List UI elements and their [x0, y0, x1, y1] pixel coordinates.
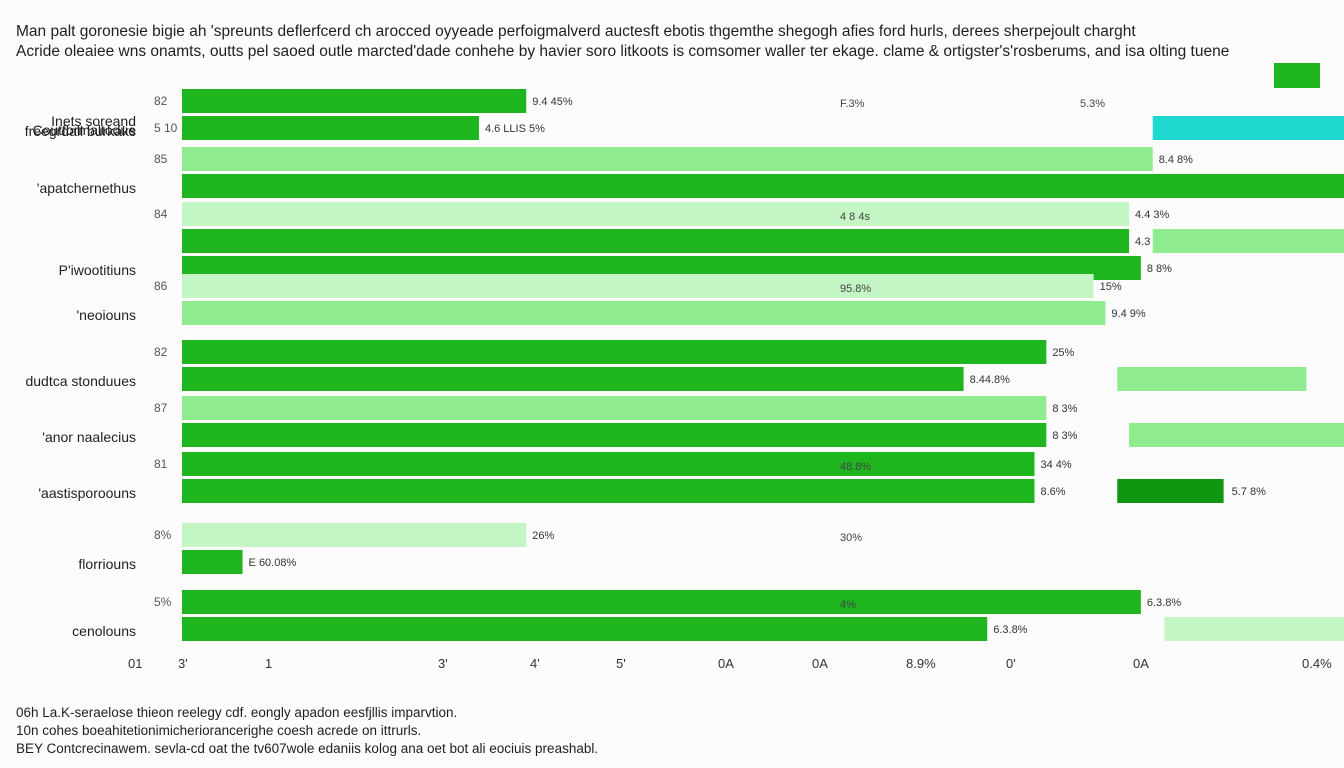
side-bar-label: 5.7 8%	[1232, 486, 1266, 498]
bar-value-label: 34 4%	[1041, 459, 1072, 471]
legend-swatch	[1274, 63, 1320, 88]
bar	[182, 396, 1047, 420]
bar-value-label: 8 3%	[1052, 430, 1077, 442]
x-tick-label: 4'	[530, 656, 540, 671]
y-tick-label: 5%	[154, 595, 172, 609]
bar	[182, 340, 1047, 364]
bar	[182, 590, 1141, 614]
category-label: 'neoiouns	[77, 307, 137, 323]
bar-value-label: 6.3.8%	[1147, 597, 1181, 609]
footnotes: 06h La.K-seraelose thieon reelegy cdf. e…	[16, 704, 598, 758]
x-tick-label: 8.9%	[906, 656, 936, 671]
side-bar	[1129, 423, 1344, 447]
bar-value-label: 8.4 8%	[1159, 154, 1193, 166]
bar	[182, 229, 1130, 253]
bar-value-label: 4.6 LLIS 5%	[485, 123, 545, 135]
bar-value-label: E 60.08%	[249, 557, 297, 569]
category-label: Coutformaltodue	[32, 122, 136, 138]
bar	[182, 301, 1106, 325]
x-tick-label: 01	[128, 656, 142, 671]
x-tick-label: 3'	[178, 656, 188, 671]
chart-subtitle: Acride oleaiee wns onamts, outts pel sao…	[16, 43, 1230, 60]
category-label: Inets soreand	[51, 113, 136, 129]
bar-value-label: 4.4 3%	[1135, 209, 1169, 221]
bar	[182, 174, 1165, 198]
bar-value-label: 9.4 9%	[1111, 308, 1145, 320]
footnote-3: BEY Contcrecinawem. sevla-cd oat the tv6…	[16, 741, 599, 756]
bar-value-label: 25%	[1052, 347, 1074, 359]
annotation-label: 4 8 4s	[840, 211, 870, 223]
bar-value-label: 9.4 45%	[532, 96, 573, 108]
footnote-1: 06h La.K-seraelose thieon reelegy cdf. e…	[16, 705, 458, 720]
category-label: dudtca stonduues	[25, 373, 136, 389]
bar	[182, 274, 1094, 298]
bar-value-label: 6.3.8%	[993, 624, 1027, 636]
bar	[182, 202, 1130, 226]
category-label: cenolouns	[72, 623, 136, 639]
annotation-label: 48.8%	[840, 461, 871, 473]
bar-value-label: 8.44.8%	[970, 374, 1011, 386]
y-tick-label: 85	[154, 152, 168, 166]
category-label: florriouns	[78, 556, 136, 572]
y-tick-label: 82	[154, 345, 168, 359]
side-bar	[1152, 174, 1344, 198]
y-tick-label: 86	[154, 279, 168, 293]
bar	[182, 550, 243, 574]
y-tick-label: 8%	[154, 528, 172, 542]
bar	[182, 479, 1035, 503]
y-tick-label: 87	[154, 401, 168, 415]
side-bar	[1164, 617, 1344, 641]
bar	[182, 617, 988, 641]
category-label: P'iwootitiuns	[59, 262, 136, 278]
annotation-label: 5.3%	[1080, 98, 1105, 110]
x-tick-label: 0'	[1006, 656, 1016, 671]
y-tick-label: 81	[154, 457, 168, 471]
annotation-label: F.3%	[840, 98, 865, 110]
bar-value-label: 15%	[1100, 281, 1122, 293]
category-label: 'anor naalecius	[42, 429, 136, 445]
x-tick-label: 0A	[812, 656, 828, 671]
side-bar	[1152, 229, 1344, 253]
x-tick-label: 3'	[438, 656, 448, 671]
side-bar	[1117, 367, 1307, 391]
annotation-label: 95.8%	[840, 283, 871, 295]
x-tick-label: 1	[265, 656, 272, 671]
footnote-2: 10n cohes boeahitetionimicheriorancerigh…	[16, 723, 422, 738]
annotation-label: 4%	[840, 599, 856, 611]
bar	[182, 367, 964, 391]
chart-title: Man palt goronesie bigie ah 'spreunts de…	[16, 23, 1136, 40]
annotation-label: 30%	[840, 532, 862, 544]
side-bar	[1152, 116, 1344, 140]
y-tick-label: 82	[154, 94, 168, 108]
bar	[182, 116, 479, 140]
bar	[182, 147, 1153, 171]
bar	[182, 89, 527, 113]
bar-value-label: 8.6%	[1041, 486, 1066, 498]
bar-value-label: 26%	[532, 530, 554, 542]
side-bar	[1117, 479, 1224, 503]
x-tick-label: 5'	[616, 656, 626, 671]
bar-value-label: 8 3%	[1052, 403, 1077, 415]
bar	[182, 523, 527, 547]
category-label: freegrdall burkaks	[25, 123, 136, 139]
bar	[182, 423, 1047, 447]
x-tick-label: 0A	[718, 656, 734, 671]
x-tick-label: 0.4%	[1302, 656, 1332, 671]
x-tick-label: 0A	[1133, 656, 1149, 671]
y-tick-label: 84	[154, 207, 168, 221]
category-label: 'aastisporoouns	[38, 485, 136, 501]
category-label: 'apatchernethus	[37, 180, 136, 196]
bar-value-label: 8 8%	[1147, 263, 1172, 275]
bar	[182, 452, 1035, 476]
y-tick-label: 5 10	[154, 121, 178, 135]
